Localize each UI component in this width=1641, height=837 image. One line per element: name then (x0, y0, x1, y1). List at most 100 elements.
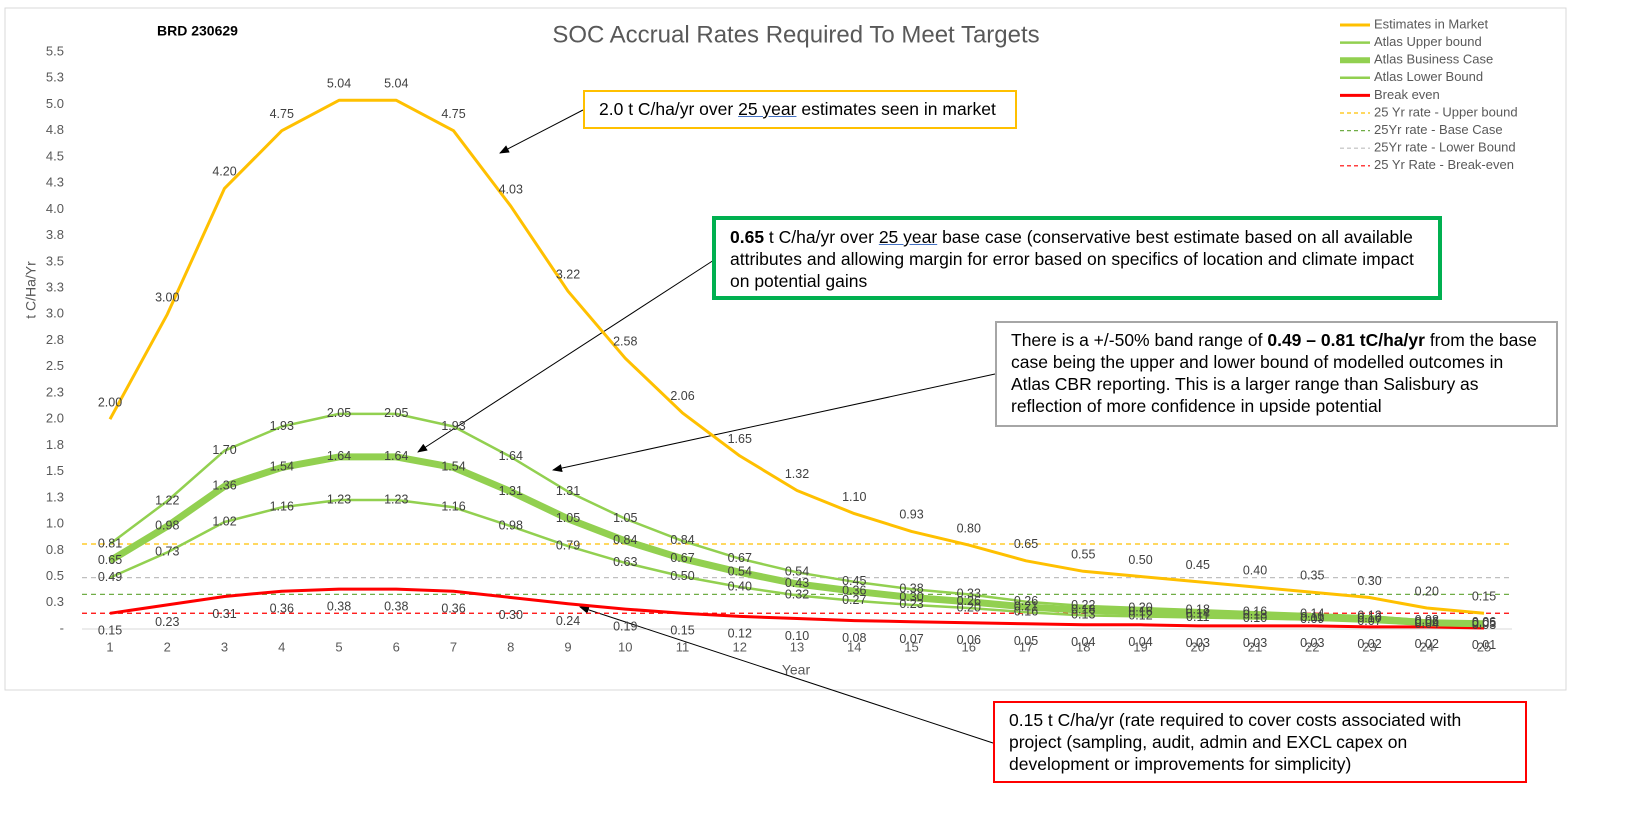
annotation: 2.0 t C/ha/yr over 25 year estimates see… (583, 90, 1017, 129)
legend-label: Atlas Upper bound (1374, 34, 1482, 49)
data-label: 0.65 (98, 553, 122, 567)
data-label: 0.07 (1357, 614, 1381, 628)
data-label: 0.38 (327, 599, 351, 613)
data-label: 0.13 (1243, 608, 1267, 622)
data-label: 0.21 (1014, 599, 1038, 613)
legend-label: 25Yr rate - Base Case (1374, 122, 1503, 137)
data-label: 0.04 (1071, 635, 1095, 649)
series-line (108, 453, 1485, 628)
y-tick-label: 3.3 (46, 279, 64, 294)
data-label: 0.26 (957, 594, 981, 608)
data-label: 0.73 (155, 545, 179, 559)
data-label: 0.18 (1186, 602, 1210, 616)
x-tick-label: 5 (335, 639, 342, 654)
data-label: 1.64 (327, 449, 351, 463)
data-label: 0.19 (613, 619, 637, 633)
data-label: 0.16 (1128, 605, 1152, 619)
data-label: 0.12 (1357, 609, 1381, 623)
data-label: 0.40 (728, 579, 752, 593)
data-label: 0.20 (1128, 600, 1152, 614)
data-label: 0.26 (1014, 594, 1038, 608)
data-label: 0.15 (670, 624, 694, 638)
x-tick-label: 1 (106, 639, 113, 654)
data-label: 4.75 (270, 107, 294, 121)
data-label: 0.49 (98, 570, 122, 584)
chart-label: BRD 230629 (157, 23, 238, 39)
series-line (109, 587, 1485, 630)
y-tick-label: 2.5 (46, 358, 64, 373)
legend-label: Estimates in Market (1374, 16, 1489, 31)
x-tick-label: 11 (676, 639, 690, 654)
annotation-text: 0.49 – 0.81 tC/ha/yr (1267, 330, 1425, 350)
data-label: 0.12 (1128, 609, 1152, 623)
data-label: 0.05 (1472, 616, 1496, 630)
x-tick-label: 20 (1191, 639, 1205, 654)
x-tick-label: 8 (507, 639, 514, 654)
data-label: 0.98 (155, 518, 179, 532)
data-label: 0.45 (1186, 558, 1210, 572)
x-tick-label: 15 (904, 639, 918, 654)
data-label: 0.10 (1243, 611, 1267, 625)
y-axis-title: t C/Ha/Yr (23, 261, 39, 319)
y-tick-label: 1.3 (46, 489, 64, 504)
data-label: 0.20 (957, 600, 981, 614)
data-label: 1.54 (441, 460, 465, 474)
data-label: 2.58 (613, 335, 637, 349)
x-tick-label: 7 (450, 639, 457, 654)
data-label: 0.32 (785, 588, 809, 602)
data-label: 0.05 (1014, 634, 1038, 648)
data-label: 0.09 (1300, 612, 1324, 626)
data-label: 0.33 (957, 587, 981, 601)
data-label: 0.50 (1128, 553, 1152, 567)
data-label: 5.04 (384, 77, 408, 91)
arrow (417, 259, 715, 453)
data-label: 0.13 (1071, 608, 1095, 622)
data-label: 3.00 (155, 291, 179, 305)
data-label: 1.70 (212, 443, 236, 457)
data-label: 0.40 (1243, 563, 1267, 577)
data-label: 1.36 (212, 479, 236, 493)
legend-label: 25 Yr rate - Upper bound (1374, 104, 1518, 119)
data-label: 0.67 (728, 551, 752, 565)
data-label: 0.04 (1415, 617, 1439, 631)
x-tick-label: 14 (847, 639, 861, 654)
x-tick-label: 23 (1362, 639, 1376, 654)
data-label: 5.04 (327, 77, 351, 91)
data-label: 1.05 (613, 511, 637, 525)
data-label: 0.23 (899, 597, 923, 611)
x-tick-label: 18 (1076, 639, 1090, 654)
legend-label: 25Yr rate - Lower Bound (1374, 140, 1516, 155)
y-tick-label: - (60, 620, 64, 635)
data-label: 0.10 (785, 629, 809, 643)
data-label: 0.63 (613, 555, 637, 569)
y-tick-label: 1.0 (46, 516, 64, 531)
y-tick-label: 2.3 (46, 384, 64, 399)
y-tick-label: 1.5 (46, 463, 64, 478)
data-label: 0.80 (957, 521, 981, 535)
data-label: 0.03 (1243, 636, 1267, 650)
data-label: 1.93 (270, 419, 294, 433)
series-line (108, 98, 1485, 615)
data-label: 0.06 (1415, 615, 1439, 629)
data-label: 0.06 (1472, 615, 1496, 629)
data-label: 1.16 (441, 500, 465, 514)
data-label: 0.30 (499, 608, 523, 622)
data-label: 1.93 (441, 419, 465, 433)
data-label: 1.54 (270, 460, 294, 474)
annotation-text: 0.15 t C/ha/yr (rate required to cover c… (1009, 710, 1462, 774)
data-label: 1.32 (785, 467, 809, 481)
data-label: 0.04 (1128, 635, 1152, 649)
data-label: 0.01 (1472, 638, 1496, 652)
y-tick-label: 3.8 (46, 227, 64, 242)
data-label: 1.65 (728, 432, 752, 446)
data-label: 0.03 (1186, 636, 1210, 650)
annotation: 0.15 t C/ha/yr (rate required to cover c… (993, 701, 1527, 783)
data-label: 1.31 (556, 484, 580, 498)
x-tick-label: 12 (733, 639, 747, 654)
data-label: 4.75 (441, 107, 465, 121)
x-axis-title: Year (782, 662, 811, 678)
data-label: 1.31 (499, 484, 523, 498)
y-tick-label: 5.3 (46, 70, 64, 85)
data-label: 0.38 (899, 581, 923, 595)
